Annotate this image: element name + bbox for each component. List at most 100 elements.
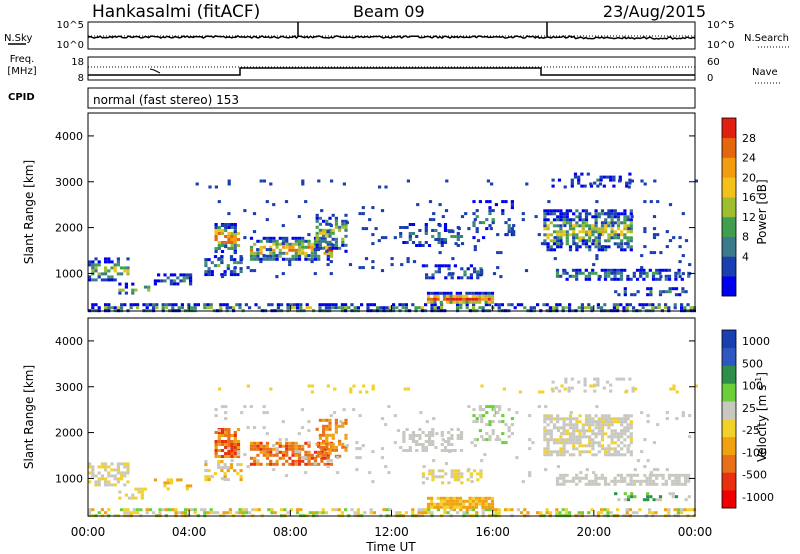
heatmap-cell: [91, 306, 95, 310]
heatmap-cell: [602, 386, 606, 390]
heatmap-cell: [575, 435, 579, 439]
heatmap-cell: [455, 300, 459, 304]
heatmap-cell: [552, 230, 557, 234]
heatmap-cell: [459, 235, 464, 238]
heatmap-cell: [113, 306, 117, 310]
heatmap-cell: [591, 423, 595, 427]
heatmap-cell: [559, 227, 563, 231]
heatmap-cell: [418, 241, 422, 244]
heatmap-cell: [596, 377, 600, 381]
heatmap-cell: [498, 405, 502, 409]
heatmap-cell: [91, 269, 95, 273]
heatmap-cell: [472, 420, 476, 424]
heatmap-cell: [447, 431, 451, 434]
heatmap-cell: [456, 232, 460, 235]
heatmap-cell: [546, 447, 550, 451]
heatmap-cell: [118, 282, 122, 286]
heatmap-cell: [578, 230, 582, 234]
heatmap-cell: [642, 268, 646, 272]
heatmap-cell: [545, 511, 549, 515]
heatmap-cell: [113, 278, 117, 282]
heatmap-cell: [619, 271, 624, 275]
heatmap-cell: [501, 200, 505, 204]
heatmap-cell: [639, 482, 643, 486]
heatmap-cell: [91, 278, 95, 282]
heatmap-cell: [591, 479, 595, 483]
heatmap-cell: [481, 496, 485, 500]
heatmap-cell: [371, 242, 375, 246]
heatmap-cell: [344, 213, 348, 217]
heatmap-cell: [326, 251, 330, 255]
heatmap-cell: [479, 472, 483, 476]
heatmap-cell: [338, 228, 342, 232]
heatmap-cell: [236, 428, 241, 431]
heatmap-cell: [600, 417, 605, 421]
heatmap-cell: [265, 248, 269, 252]
heatmap-cell: [460, 267, 464, 271]
heatmap-cell: [549, 450, 553, 454]
heatmap-cell: [671, 495, 675, 499]
heatmap-cell: [104, 511, 108, 515]
heatmap-cell: [402, 226, 406, 229]
heatmap-cell: [392, 306, 396, 310]
heatmap-cell: [436, 505, 440, 509]
heatmap-cell: [91, 468, 95, 472]
heatmap-cell: [116, 465, 120, 469]
heatmap-cell: [501, 432, 505, 436]
heatmap-cell: [224, 245, 228, 249]
heatmap-cell: [126, 468, 130, 472]
heatmap-cell: [310, 257, 314, 261]
heatmap-cell: [217, 434, 221, 437]
heatmap-cell: [278, 444, 282, 448]
heatmap-cell: [329, 224, 333, 228]
heatmap-cell: [444, 209, 449, 213]
heatmap-cell: [368, 471, 372, 475]
heatmap-cell: [482, 408, 486, 412]
heatmap-cell: [262, 245, 266, 249]
heatmap-cell: [490, 499, 495, 503]
heatmap-cell: [195, 182, 199, 186]
heatmap-cell: [642, 479, 646, 483]
heatmap-cell: [223, 270, 227, 274]
heatmap-cell: [230, 446, 234, 449]
heatmap-cell: [214, 223, 218, 226]
heatmap-cell: [294, 239, 298, 243]
heatmap-cell: [492, 408, 497, 412]
heatmap-cell: [291, 441, 295, 445]
heatmap-cell: [329, 248, 334, 252]
heatmap-cell: [559, 230, 563, 234]
heatmap-cell: [623, 236, 627, 240]
heatmap-cell: [572, 423, 576, 427]
heatmap-cell: [328, 228, 332, 232]
heatmap-cell: [578, 414, 582, 418]
heatmap-cell: [368, 218, 372, 222]
heatmap-cell: [431, 273, 435, 277]
heatmap-cell: [209, 508, 213, 512]
heatmap-cell: [110, 278, 114, 282]
heatmap-cell: [297, 456, 302, 460]
heatmap-cell: [616, 420, 621, 424]
heatmap-cell: [510, 303, 514, 307]
heatmap-cell: [424, 511, 428, 515]
heatmap-cell: [443, 241, 448, 244]
heatmap-cell: [658, 498, 663, 502]
heatmap-cell: [596, 178, 600, 182]
heatmap-cell: [337, 306, 341, 310]
heatmap-cell: [623, 432, 627, 436]
xtick-label: 04:00: [172, 525, 207, 539]
heatmap-cell: [490, 297, 495, 301]
heatmap-cell: [153, 282, 157, 286]
heatmap-cell: [626, 224, 630, 228]
heatmap-cell: [556, 215, 560, 219]
heatmap-cell: [584, 212, 589, 216]
heatmap-cell: [488, 438, 492, 442]
heatmap-cell: [568, 479, 572, 483]
heatmap-cell: [443, 226, 448, 229]
heatmap-cell: [591, 230, 595, 234]
heatmap-cell: [551, 178, 555, 182]
heatmap-cell: [510, 508, 514, 512]
heatmap-cell: [420, 306, 424, 310]
heatmap-cell: [322, 246, 326, 250]
heatmap-cell: [671, 287, 675, 291]
heatmap-cell: [555, 511, 559, 515]
